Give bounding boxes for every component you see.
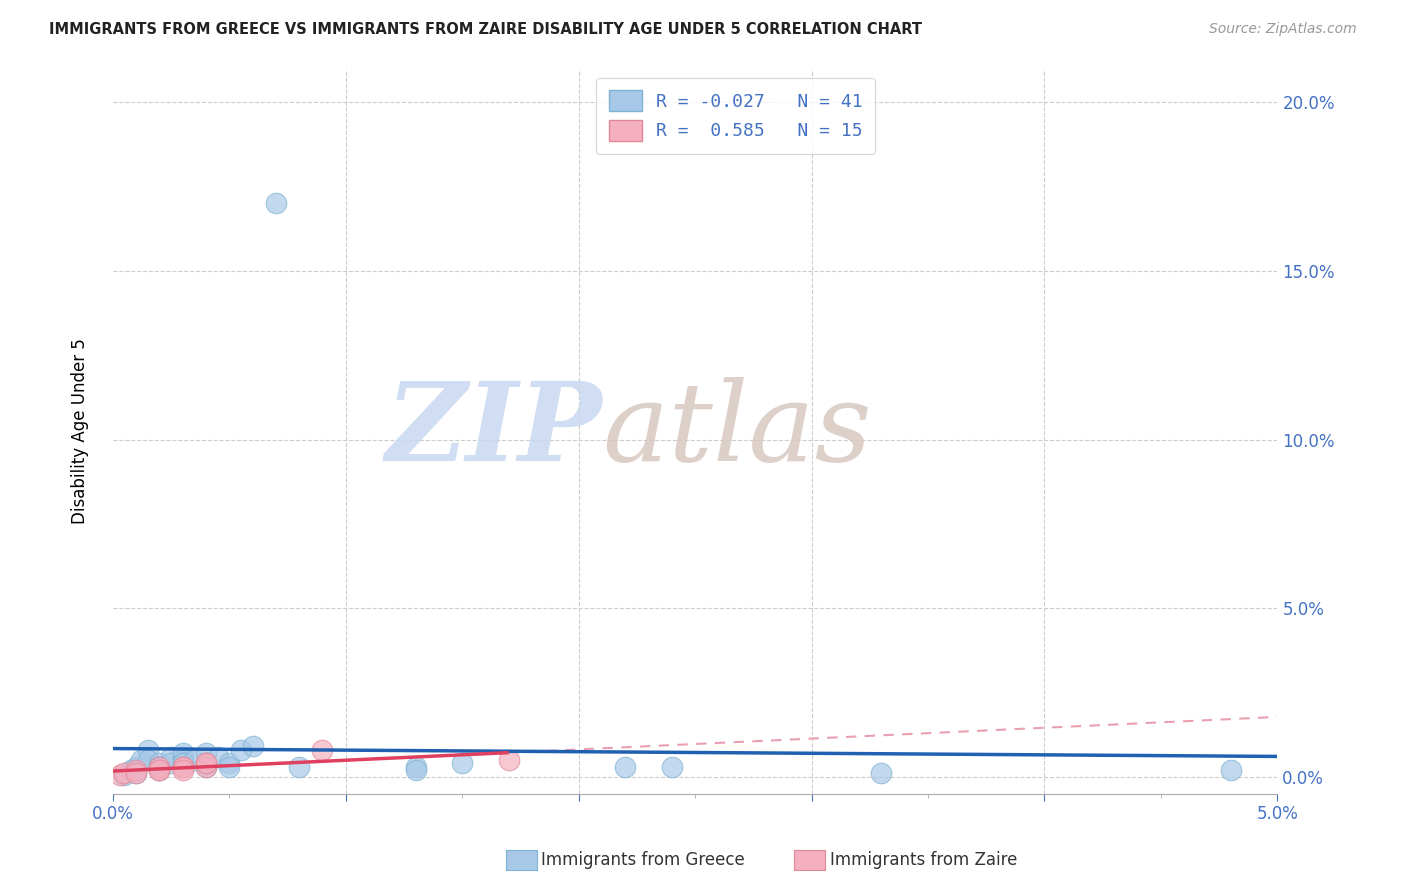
Text: Immigrants from Zaire: Immigrants from Zaire <box>830 851 1017 869</box>
Point <box>148 760 170 774</box>
Point <box>114 768 136 782</box>
Point <box>148 760 170 774</box>
Point <box>870 766 893 780</box>
Text: atlas: atlas <box>602 377 872 485</box>
Point <box>195 760 218 774</box>
Text: Immigrants from Greece: Immigrants from Greece <box>541 851 745 869</box>
Text: Source: ZipAtlas.com: Source: ZipAtlas.com <box>1209 22 1357 37</box>
Point <box>195 756 218 771</box>
Text: IMMIGRANTS FROM GREECE VS IMMIGRANTS FROM ZAIRE DISABILITY AGE UNDER 5 CORRELATI: IMMIGRANTS FROM GREECE VS IMMIGRANTS FRO… <box>49 22 922 37</box>
Point <box>160 749 183 764</box>
Point <box>195 756 218 771</box>
Point <box>195 756 218 771</box>
Point <box>195 756 218 771</box>
Point <box>195 756 218 771</box>
Point <box>125 766 148 780</box>
Point <box>148 760 170 774</box>
Point <box>264 196 287 211</box>
Point <box>218 760 240 774</box>
Point <box>661 760 683 774</box>
Point <box>136 743 159 757</box>
Point <box>172 753 194 767</box>
Point <box>148 763 170 777</box>
Point <box>160 756 183 771</box>
Point <box>614 760 637 774</box>
Point <box>1219 763 1241 777</box>
Point <box>229 743 252 757</box>
Point <box>311 743 333 757</box>
Point <box>172 760 194 774</box>
Text: ZIP: ZIP <box>385 377 602 485</box>
Point <box>108 768 131 782</box>
Point <box>129 753 152 767</box>
Point <box>195 760 218 774</box>
Point <box>207 749 229 764</box>
Point <box>451 756 474 771</box>
Point <box>183 753 205 767</box>
Point <box>121 763 143 777</box>
Point <box>114 766 136 780</box>
Point <box>172 756 194 771</box>
Point <box>172 760 194 774</box>
Point <box>195 746 218 760</box>
Point <box>172 749 194 764</box>
Point <box>498 753 520 767</box>
Point <box>405 763 427 777</box>
Point <box>288 760 311 774</box>
Point <box>125 763 148 777</box>
Point <box>405 760 427 774</box>
Point <box>148 760 170 774</box>
Point <box>242 739 264 754</box>
Point <box>148 756 170 771</box>
Point <box>136 753 159 767</box>
Point <box>172 763 194 777</box>
Point <box>125 766 148 780</box>
Point <box>148 763 170 777</box>
Point <box>172 756 194 771</box>
Point <box>125 760 148 774</box>
Y-axis label: Disability Age Under 5: Disability Age Under 5 <box>72 338 89 524</box>
Point <box>172 756 194 771</box>
Point <box>148 763 170 777</box>
Legend: R = -0.027   N = 41, R =  0.585   N = 15: R = -0.027 N = 41, R = 0.585 N = 15 <box>596 78 876 153</box>
Point <box>172 746 194 760</box>
Point <box>218 756 240 771</box>
Point <box>172 760 194 774</box>
